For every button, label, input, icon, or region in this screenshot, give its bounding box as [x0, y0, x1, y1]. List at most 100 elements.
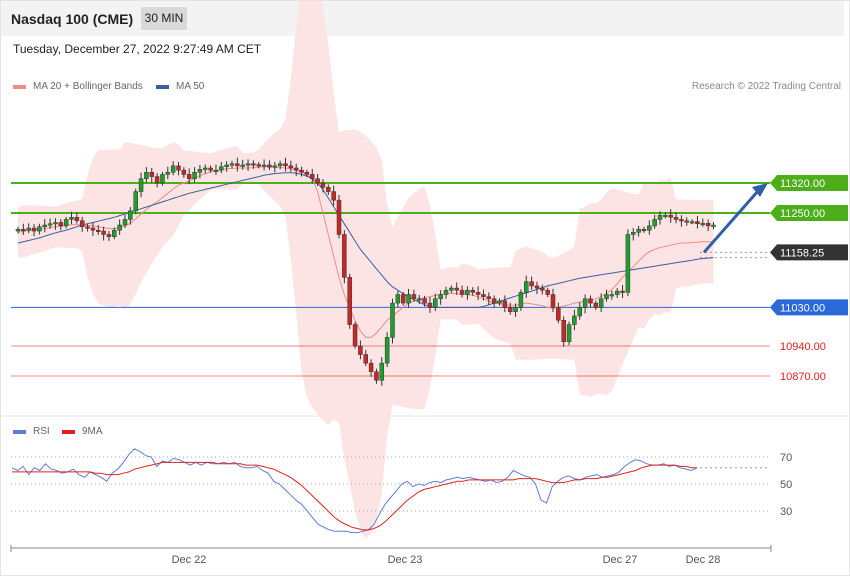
- candle-body: [251, 163, 256, 166]
- candle-body: [705, 223, 711, 227]
- candle-body: [524, 281, 529, 293]
- candle-body: [272, 165, 278, 168]
- candle-body: [208, 167, 213, 171]
- legend-9ma: 9MA: [62, 426, 103, 437]
- candle-body: [283, 163, 288, 167]
- candle-body: [550, 294, 556, 308]
- candle-body: [336, 199, 342, 235]
- candle-body: [42, 224, 47, 227]
- candle-body: [74, 217, 80, 221]
- candle-body: [486, 296, 492, 300]
- candle-body: [122, 219, 128, 226]
- candle-body: [577, 307, 582, 317]
- x-tick-label: Dec 23: [388, 554, 423, 566]
- candle-body: [684, 220, 689, 223]
- ma20-label: MA 20 + Bollinger Bands: [33, 81, 143, 92]
- candle-body: [154, 176, 160, 184]
- candle-body: [197, 169, 203, 173]
- ma50-swatch: [156, 84, 169, 89]
- research-credit: Research © 2022 Trading Central: [691, 81, 841, 92]
- candle-body: [422, 298, 427, 304]
- candle-body: [256, 164, 261, 167]
- interval-button[interactable]: 30 MIN: [141, 7, 187, 30]
- candle-body: [320, 182, 326, 188]
- candle-body: [695, 221, 700, 224]
- candle-body: [433, 298, 438, 308]
- candle-body: [133, 191, 138, 212]
- legend-rsi: RSI: [13, 426, 50, 437]
- candle-body: [614, 290, 620, 295]
- candle-body: [459, 289, 465, 295]
- candle-body: [37, 226, 42, 232]
- candle-body: [192, 172, 197, 179]
- candle-body: [326, 187, 331, 192]
- candle-body: [106, 234, 112, 237]
- candle-body: [315, 178, 320, 184]
- candle-body: [352, 324, 358, 347]
- chart-header: Nasdaq 100 (CME) 30 MIN: [0, 0, 844, 36]
- candle-body: [400, 294, 406, 304]
- candle-body: [288, 165, 294, 169]
- candle-body: [582, 298, 588, 308]
- candle-body: [454, 287, 459, 291]
- candle-body: [21, 229, 26, 232]
- bollinger-band: [18, 0, 714, 539]
- candle-body: [470, 289, 475, 293]
- candle-body: [112, 229, 117, 237]
- candle-body: [561, 319, 566, 342]
- rsi-swatch: [13, 429, 26, 434]
- candle-body: [673, 217, 679, 220]
- candle-body: [411, 294, 417, 300]
- candle-body: [491, 298, 497, 304]
- candle-body: [593, 302, 599, 308]
- rsi-tick-label: 30: [780, 506, 792, 518]
- candle-body: [181, 169, 187, 175]
- candle-body: [379, 362, 385, 381]
- level-tag: [770, 205, 848, 222]
- ma20-swatch: [13, 84, 26, 89]
- candle-body: [90, 227, 96, 231]
- level-tag: [770, 244, 848, 261]
- candle-body: [406, 294, 411, 304]
- candle-body: [475, 292, 481, 295]
- level-label: 11250.00: [780, 208, 825, 220]
- rsi-tick-label: 50: [780, 479, 792, 491]
- candle-body: [267, 164, 272, 168]
- candle-body: [604, 294, 609, 300]
- candle-body: [700, 223, 706, 226]
- candle-body: [342, 234, 347, 278]
- candle-body: [657, 214, 663, 220]
- candle-body: [331, 191, 336, 201]
- candle-body: [631, 232, 636, 235]
- candle-body: [641, 229, 647, 232]
- candle-body: [176, 165, 181, 171]
- candle-body: [529, 281, 534, 287]
- candle-body: [299, 169, 304, 173]
- candle-body: [417, 298, 422, 301]
- legend-ma20: MA 20 + Bollinger Bands: [13, 81, 143, 92]
- candle-body: [534, 285, 540, 289]
- candle-body: [427, 302, 433, 308]
- candle-body: [540, 287, 545, 291]
- candle-body: [160, 174, 165, 184]
- candle-body: [636, 229, 641, 233]
- rsi-label: RSI: [33, 426, 50, 437]
- candle-body: [545, 289, 550, 295]
- candle-body: [668, 214, 673, 218]
- rsi-series-9ma: [12, 461, 697, 531]
- candle-body: [224, 164, 229, 167]
- ma9-swatch: [62, 429, 75, 434]
- candle-body: [363, 354, 368, 364]
- candle-body: [213, 169, 219, 172]
- candle-body: [261, 164, 267, 167]
- candle-body: [165, 172, 171, 175]
- candle-body: [26, 227, 31, 231]
- level-label: 10940.00: [780, 341, 826, 353]
- candle-body: [245, 163, 251, 166]
- candle-body: [652, 219, 657, 227]
- candle-body: [609, 294, 615, 297]
- candle-body: [277, 163, 283, 167]
- level-label: 10870.00: [780, 371, 826, 383]
- candle-body: [31, 227, 37, 232]
